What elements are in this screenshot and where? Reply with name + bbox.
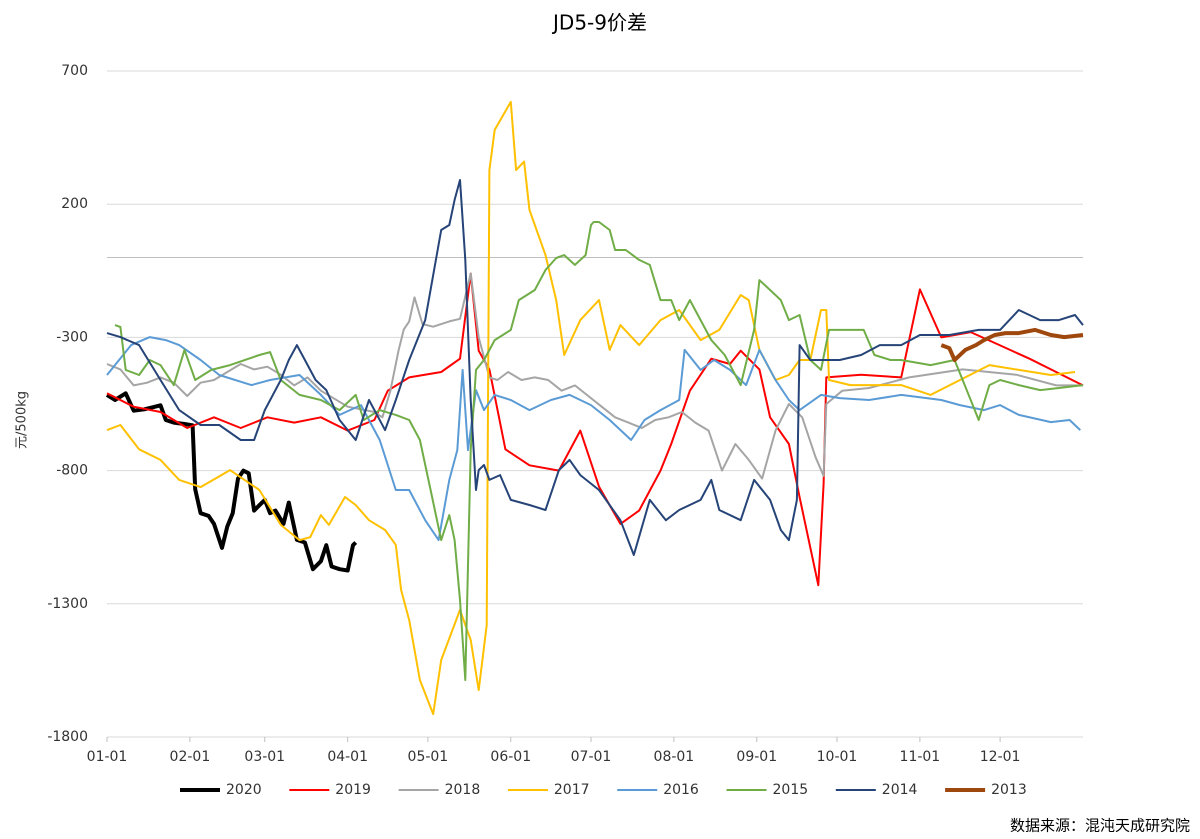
legend-label: 2015 — [773, 782, 809, 798]
x-tick-label: 07-01 — [571, 749, 612, 765]
legend-label: 2014 — [882, 782, 918, 798]
x-tick-label: 10-01 — [817, 749, 858, 765]
series-line — [106, 272, 1084, 587]
x-tick-label: 11-01 — [900, 749, 941, 765]
x-tick-label: 06-01 — [490, 749, 531, 765]
source-note: 数据来源：混沌天成研究院 — [1010, 817, 1190, 835]
y-tick-label: -300 — [56, 329, 88, 345]
series-line — [106, 100, 1076, 716]
legend-label: 2016 — [663, 782, 699, 798]
x-tick-label: 03-01 — [244, 749, 285, 765]
x-tick-label: 12-01 — [980, 749, 1021, 765]
chart-title: JD5-9价差 — [551, 11, 647, 35]
y-axis-label: 元/500kg — [15, 391, 30, 449]
y-tick-label: -1300 — [47, 596, 88, 612]
legend-label: 2013 — [991, 782, 1027, 798]
x-tick-label: 05-01 — [408, 749, 449, 765]
legend-label: 2020 — [226, 782, 262, 798]
series-line — [940, 327, 1084, 362]
x-tick-label: 09-01 — [736, 749, 777, 765]
series-line — [105, 391, 358, 573]
x-tick-label: 01-01 — [87, 749, 128, 765]
x-tick-label: 02-01 — [170, 749, 211, 765]
series-line — [106, 179, 1084, 556]
y-tick-label: -1800 — [47, 729, 88, 745]
y-tick-label: 700 — [61, 63, 88, 79]
x-tick-label: 08-01 — [654, 749, 695, 765]
legend-label: 2017 — [554, 782, 590, 798]
y-tick-label: 200 — [61, 196, 88, 212]
series-line — [114, 221, 1084, 681]
series-line — [106, 336, 1081, 542]
x-tick-label: 04-01 — [327, 749, 368, 765]
series-line — [106, 272, 1083, 480]
y-tick-label: -800 — [56, 463, 88, 479]
legend-label: 2018 — [445, 782, 481, 798]
legend-label: 2019 — [335, 782, 371, 798]
